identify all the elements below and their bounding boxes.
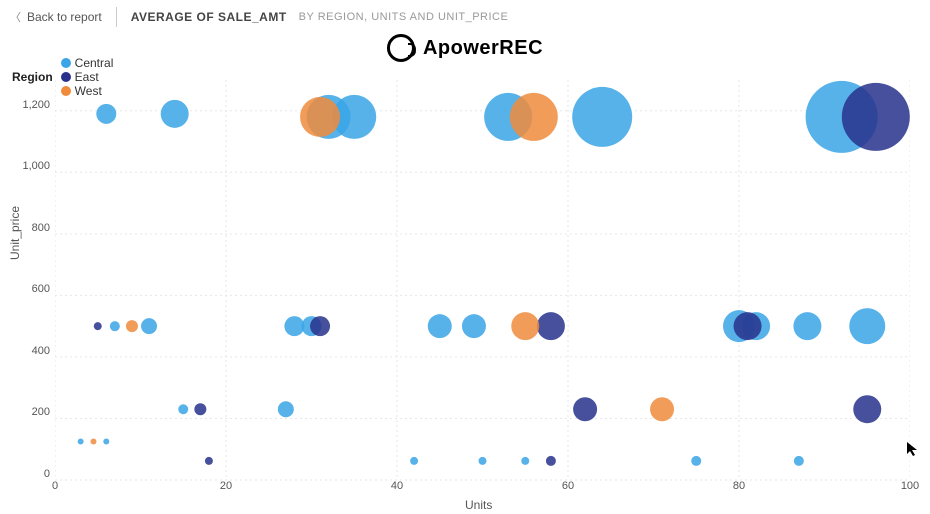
- bubble-central[interactable]: [141, 318, 157, 334]
- y-tick-label: 800: [10, 222, 50, 234]
- bubble-central[interactable]: [794, 456, 804, 466]
- x-tick-label: 60: [553, 480, 583, 492]
- bubble-central[interactable]: [178, 404, 188, 414]
- bubble-east[interactable]: [194, 403, 206, 415]
- chart-subtitle: BY REGION, UNITS AND UNIT_PRICE: [299, 11, 509, 23]
- watermark-text: ApowerREC: [423, 37, 543, 60]
- bubble-east[interactable]: [537, 312, 565, 340]
- x-tick-label: 100: [895, 480, 925, 492]
- bubble-west[interactable]: [90, 439, 96, 445]
- y-tick-label: 400: [10, 345, 50, 357]
- bubble-east[interactable]: [310, 316, 330, 336]
- bubble-central[interactable]: [462, 314, 486, 338]
- bubble-central[interactable]: [428, 314, 452, 338]
- bubble-central[interactable]: [96, 104, 116, 124]
- apowerrec-icon: [387, 34, 415, 62]
- back-to-report-button[interactable]: 〈 Back to report: [10, 9, 102, 25]
- x-tick-label: 80: [724, 480, 754, 492]
- bubble-east[interactable]: [94, 322, 102, 330]
- bubble-central[interactable]: [78, 439, 84, 445]
- x-tick-label: 20: [211, 480, 241, 492]
- bubble-west[interactable]: [510, 93, 558, 141]
- y-tick-label: 1,000: [10, 160, 50, 172]
- y-tick-label: 0: [10, 468, 50, 480]
- legend-label: Central: [75, 56, 114, 70]
- y-tick-label: 1,200: [10, 99, 50, 111]
- x-tick-label: 40: [382, 480, 412, 492]
- back-label: Back to report: [27, 10, 102, 24]
- bubble-central[interactable]: [161, 100, 189, 128]
- bubble-central[interactable]: [572, 87, 632, 147]
- bubble-central[interactable]: [103, 439, 109, 445]
- bubble-east[interactable]: [842, 83, 910, 151]
- bubble-central[interactable]: [110, 321, 120, 331]
- bubble-central[interactable]: [410, 457, 418, 465]
- bubble-central[interactable]: [691, 456, 701, 466]
- bubble-west[interactable]: [650, 397, 674, 421]
- x-axis-title: Units: [465, 498, 492, 512]
- bubble-west[interactable]: [300, 97, 340, 137]
- legend-swatch: [61, 58, 71, 68]
- bubble-central[interactable]: [521, 457, 529, 465]
- x-tick-label: 0: [40, 480, 70, 492]
- bubble-east[interactable]: [734, 312, 762, 340]
- report-header: 〈 Back to report AVERAGE OF SALE_AMT BY …: [0, 0, 930, 34]
- chevron-left-icon: 〈: [10, 9, 21, 25]
- chart-title: AVERAGE OF SALE_AMT: [131, 10, 287, 24]
- bubble-east[interactable]: [573, 397, 597, 421]
- bubble-east[interactable]: [205, 457, 213, 465]
- bubble-central[interactable]: [849, 308, 885, 344]
- legend-title: Region: [12, 70, 53, 84]
- y-tick-label: 600: [10, 283, 50, 295]
- bubble-central[interactable]: [479, 457, 487, 465]
- bubble-east[interactable]: [546, 456, 556, 466]
- watermark: ApowerREC: [387, 34, 543, 62]
- bubble-east[interactable]: [853, 395, 881, 423]
- divider: [116, 7, 117, 27]
- bubble-west[interactable]: [511, 312, 539, 340]
- legend-item-central[interactable]: Central: [61, 56, 114, 70]
- bubble-chart[interactable]: [55, 75, 910, 485]
- bubble-central[interactable]: [793, 312, 821, 340]
- bubble-central[interactable]: [278, 401, 294, 417]
- y-tick-label: 200: [10, 406, 50, 418]
- bubble-west[interactable]: [126, 320, 138, 332]
- bubble-central[interactable]: [284, 316, 304, 336]
